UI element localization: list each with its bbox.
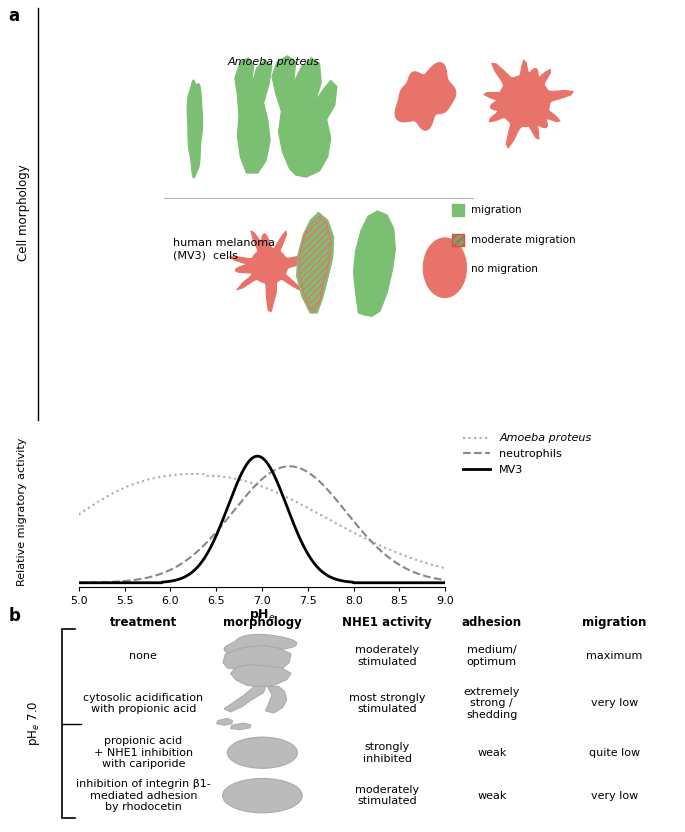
- Text: adhesion: adhesion: [462, 617, 522, 629]
- MV3: [441, 577, 449, 587]
- MV3: [253, 451, 262, 461]
- neutrophils: [441, 575, 449, 585]
- Text: human melanoma
(MV3)  cells: human melanoma (MV3) cells: [173, 239, 275, 260]
- Text: NHE1 activity: NHE1 activity: [342, 617, 432, 629]
- Text: inhibition of integrin β1-
mediated adhesion
by rhodocetin: inhibition of integrin β1- mediated adhe…: [76, 779, 211, 812]
- Polygon shape: [484, 60, 573, 148]
- neutrophils: [273, 464, 281, 474]
- Text: migration: migration: [471, 206, 522, 215]
- Text: moderately
stimulated: moderately stimulated: [356, 785, 419, 806]
- X-axis label: pH$_e$: pH$_e$: [249, 607, 275, 623]
- Polygon shape: [229, 230, 321, 311]
- Polygon shape: [266, 686, 286, 713]
- MV3: [274, 478, 282, 488]
- Text: cytosolic acidification
with propionic acid: cytosolic acidification with propionic a…: [83, 692, 203, 714]
- Polygon shape: [187, 80, 203, 178]
- Polygon shape: [353, 211, 395, 316]
- MV3: [433, 577, 441, 587]
- neutrophils: [249, 483, 257, 493]
- Polygon shape: [224, 686, 266, 712]
- Text: moderate migration: moderate migration: [471, 235, 576, 245]
- Polygon shape: [223, 646, 291, 671]
- Text: propionic acid
+ NHE1 inhibition
with cariporide: propionic acid + NHE1 inhibition with ca…: [94, 736, 193, 770]
- Polygon shape: [395, 62, 456, 131]
- Text: very low: very low: [591, 698, 638, 708]
- neutrophils: [75, 577, 83, 587]
- neutrophils: [286, 461, 294, 471]
- Amoeba proteus: [441, 563, 449, 573]
- Text: most strongly
stimulated: most strongly stimulated: [349, 692, 425, 714]
- Text: strongly
inhibited: strongly inhibited: [363, 742, 412, 764]
- Amoeba proteus: [249, 478, 258, 488]
- Bar: [452, 205, 464, 215]
- Text: moderately
stimulated: moderately stimulated: [356, 646, 419, 667]
- Polygon shape: [231, 723, 251, 730]
- Legend: Amoeba proteus, neutrophils, MV3: Amoeba proteus, neutrophils, MV3: [458, 429, 596, 479]
- Text: Amoeba proteus: Amoeba proteus: [228, 57, 320, 67]
- Line: Amoeba proteus: Amoeba proteus: [79, 474, 445, 568]
- Polygon shape: [297, 212, 334, 313]
- Text: Cell morphology: Cell morphology: [18, 164, 30, 260]
- MV3: [75, 577, 83, 587]
- neutrophils: [433, 574, 441, 584]
- neutrophils: [293, 463, 301, 473]
- MV3: [376, 577, 384, 587]
- Polygon shape: [235, 57, 272, 173]
- Amoeba proteus: [75, 509, 83, 519]
- Text: treatment: treatment: [110, 617, 177, 629]
- Line: neutrophils: neutrophils: [79, 466, 445, 582]
- Line: MV3: MV3: [79, 456, 445, 582]
- Text: weak: weak: [477, 748, 506, 758]
- neutrophils: [251, 481, 259, 491]
- Amoeba proteus: [274, 488, 282, 498]
- Amoeba proteus: [433, 562, 441, 572]
- MV3: [249, 453, 257, 463]
- Ellipse shape: [227, 737, 297, 768]
- Text: no migration: no migration: [471, 265, 538, 275]
- Amoeba proteus: [190, 469, 199, 479]
- Text: extremely
strong /
shedding: extremely strong / shedding: [464, 686, 520, 720]
- Text: Relative migratory activity: Relative migratory activity: [17, 438, 27, 586]
- Text: weak: weak: [477, 790, 506, 800]
- Polygon shape: [216, 718, 232, 726]
- MV3: [293, 528, 301, 538]
- Ellipse shape: [223, 779, 302, 813]
- Text: medium/
optimum: medium/ optimum: [466, 646, 516, 667]
- Amoeba proteus: [376, 541, 384, 551]
- Polygon shape: [231, 665, 291, 687]
- Text: maximum: maximum: [586, 651, 643, 661]
- MV3: [251, 452, 259, 462]
- Text: quite low: quite low: [589, 748, 640, 758]
- Text: migration: migration: [582, 617, 647, 629]
- neutrophils: [376, 545, 384, 555]
- Amoeba proteus: [251, 479, 260, 489]
- Bar: [452, 264, 464, 275]
- Text: b: b: [8, 607, 20, 626]
- Amoeba proteus: [293, 498, 301, 508]
- Text: a: a: [8, 7, 19, 25]
- Text: morphology: morphology: [223, 617, 302, 629]
- Text: pH$_e$ 7.0: pH$_e$ 7.0: [26, 701, 42, 746]
- Polygon shape: [272, 56, 337, 177]
- Text: none: none: [129, 651, 157, 661]
- Polygon shape: [224, 635, 297, 655]
- Bar: [452, 234, 464, 245]
- Text: very low: very low: [591, 790, 638, 800]
- Ellipse shape: [423, 238, 466, 298]
